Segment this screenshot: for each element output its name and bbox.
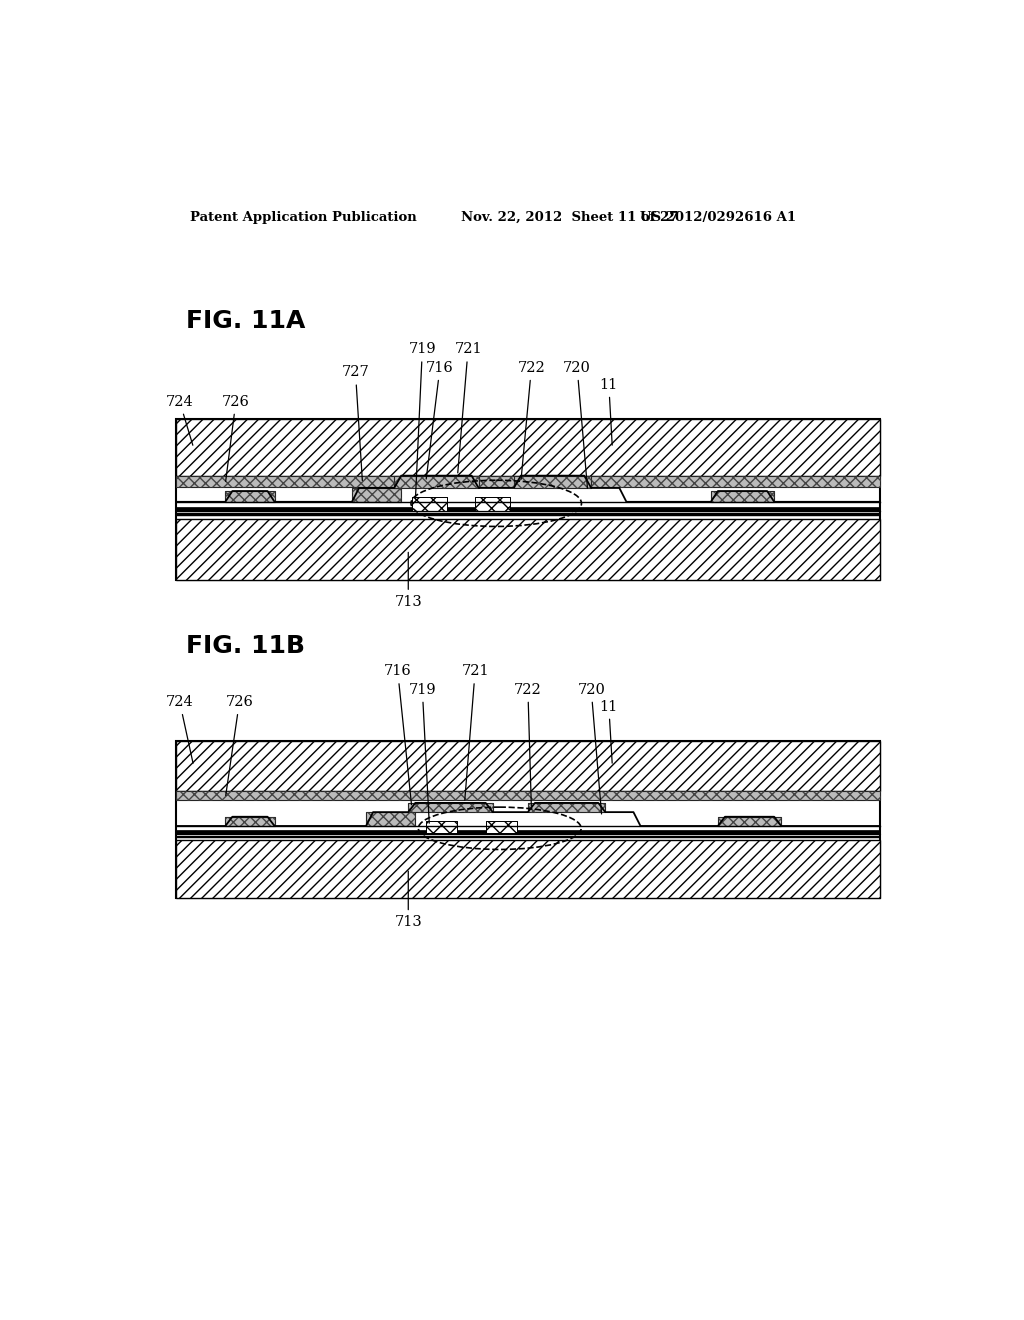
Bar	[485, 821, 517, 833]
Bar	[711, 491, 774, 502]
Bar	[426, 821, 457, 833]
Bar	[412, 498, 446, 511]
Text: 721: 721	[461, 664, 488, 800]
Text: 720: 720	[563, 360, 591, 488]
Text: 726: 726	[225, 696, 253, 796]
Bar	[366, 812, 416, 826]
Bar	[514, 475, 591, 488]
Bar	[528, 803, 605, 812]
Bar	[176, 507, 880, 511]
Text: 722: 722	[517, 360, 546, 479]
Bar	[409, 803, 493, 812]
Bar	[225, 491, 274, 502]
Bar	[176, 513, 880, 516]
Bar	[514, 475, 591, 488]
Bar	[475, 498, 510, 511]
Bar	[352, 488, 401, 502]
Bar	[176, 791, 880, 800]
Text: 11: 11	[600, 700, 617, 763]
Bar	[225, 491, 274, 502]
Bar	[176, 741, 880, 898]
Bar	[366, 812, 416, 826]
Bar	[176, 477, 880, 487]
Text: 724: 724	[166, 696, 194, 763]
Text: 720: 720	[578, 682, 605, 814]
Bar	[225, 817, 274, 826]
Bar	[711, 491, 774, 502]
Bar	[176, 741, 880, 791]
Text: 713: 713	[394, 552, 422, 609]
Text: US 2012/0292616 A1: US 2012/0292616 A1	[640, 211, 796, 224]
Bar	[412, 498, 446, 511]
Bar	[718, 817, 781, 826]
Text: 713: 713	[394, 871, 422, 929]
Bar	[409, 803, 493, 812]
Text: 716: 716	[384, 664, 412, 805]
Bar	[718, 817, 781, 826]
Bar	[176, 519, 880, 581]
Bar	[352, 488, 401, 502]
Bar	[485, 821, 517, 833]
Bar	[528, 803, 605, 812]
Bar	[176, 418, 880, 477]
Text: 721: 721	[455, 342, 482, 473]
Text: 716: 716	[426, 360, 454, 479]
Bar	[394, 475, 478, 488]
Text: FIG. 11A: FIG. 11A	[186, 309, 305, 333]
Bar	[225, 817, 274, 826]
Bar	[176, 741, 880, 791]
Text: Nov. 22, 2012  Sheet 11 of 27: Nov. 22, 2012 Sheet 11 of 27	[461, 211, 679, 224]
Bar	[394, 475, 478, 488]
Text: 719: 719	[409, 682, 436, 824]
Text: FIG. 11B: FIG. 11B	[186, 635, 305, 659]
Bar	[176, 830, 880, 834]
Text: Patent Application Publication: Patent Application Publication	[190, 211, 417, 224]
Text: 719: 719	[409, 342, 436, 499]
Bar	[426, 821, 457, 833]
Text: 727: 727	[342, 366, 370, 480]
Bar	[176, 836, 880, 838]
Bar	[475, 498, 510, 511]
Text: 11: 11	[600, 378, 617, 445]
Bar	[176, 418, 880, 581]
Text: 722: 722	[514, 682, 542, 807]
Bar	[176, 791, 880, 800]
Text: 726: 726	[222, 395, 250, 482]
Bar	[176, 519, 880, 581]
Text: 724: 724	[166, 395, 194, 445]
Bar	[176, 418, 880, 477]
Bar	[176, 840, 880, 898]
Bar	[176, 840, 880, 898]
Bar	[176, 477, 880, 487]
